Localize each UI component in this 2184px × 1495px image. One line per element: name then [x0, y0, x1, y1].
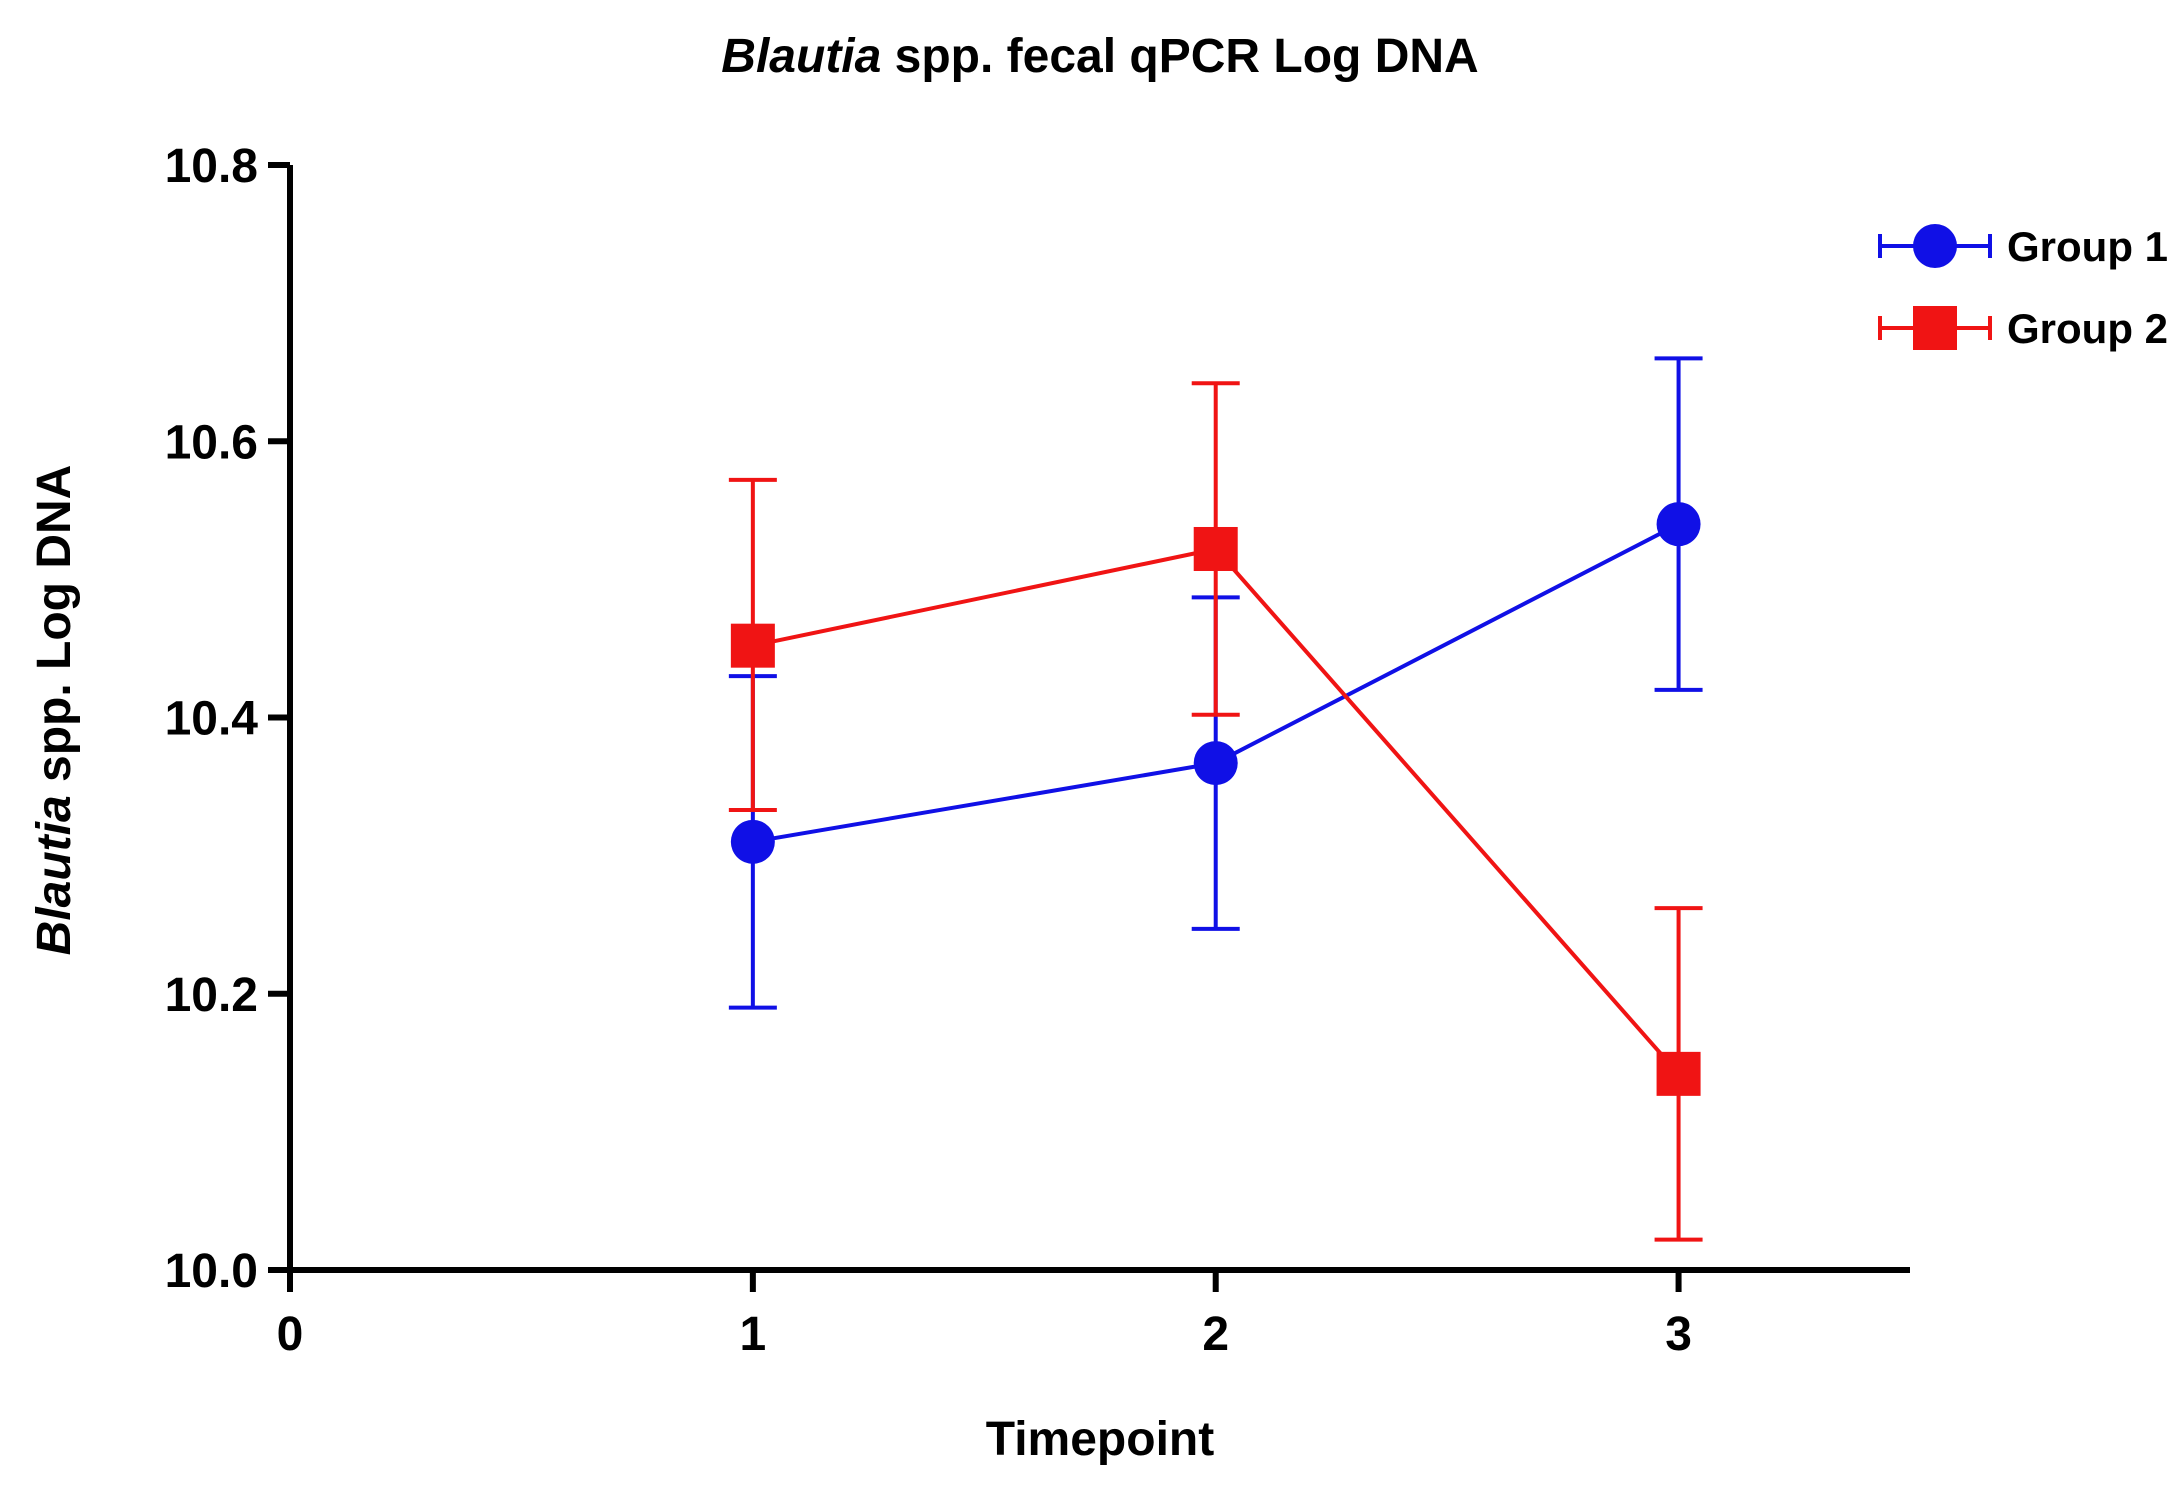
data-point [1656, 502, 1701, 547]
data-point [1656, 1051, 1701, 1096]
legend-label: Group 2 [2007, 305, 2168, 352]
y-tick-label: 10.8 [165, 140, 258, 193]
y-tick-label: 10.6 [165, 416, 258, 469]
legend-item-2: Group 2 [1878, 305, 2168, 352]
chart-title: Blautia spp. fecal qPCR Log DNA [721, 30, 1478, 83]
series-2 [728, 381, 1703, 1242]
plot-area [728, 356, 1703, 1242]
legend-marker [1913, 224, 1957, 268]
chart-title-italic: Blautia [721, 30, 881, 83]
y-tick-label: 10.2 [165, 969, 258, 1022]
data-point [1193, 741, 1238, 786]
legend-marker [1913, 306, 1957, 350]
series-1 [728, 356, 1703, 1010]
data-point [730, 819, 775, 864]
y-tick-label: 10.4 [165, 693, 259, 746]
y-axis-label-rest: spp. Log DNA [28, 465, 81, 796]
legend-label: Group 1 [2007, 223, 2168, 270]
data-point [1193, 526, 1238, 571]
data-point [730, 623, 775, 668]
axes: 10.0 10.2 10.4 10.6 10.8 0 1 2 3 [165, 140, 1910, 1361]
x-axis-label: Timepoint [986, 1413, 1214, 1466]
x-tick-label: 3 [1665, 1308, 1692, 1361]
y-axis-label-italic: Blautia [28, 795, 81, 955]
chart-title-rest: spp. fecal qPCR Log DNA [881, 30, 1478, 83]
x-tick-label: 0 [277, 1308, 304, 1361]
y-axis-label: Blautia spp. Log DNA [28, 465, 81, 956]
x-tick-label: 2 [1202, 1308, 1229, 1361]
y-tick-label: 10.0 [165, 1245, 258, 1298]
legend-item-1: Group 1 [1878, 223, 2168, 270]
x-tick-label: 1 [740, 1308, 767, 1361]
legend: Group 1 Group 2 [1878, 223, 2168, 352]
